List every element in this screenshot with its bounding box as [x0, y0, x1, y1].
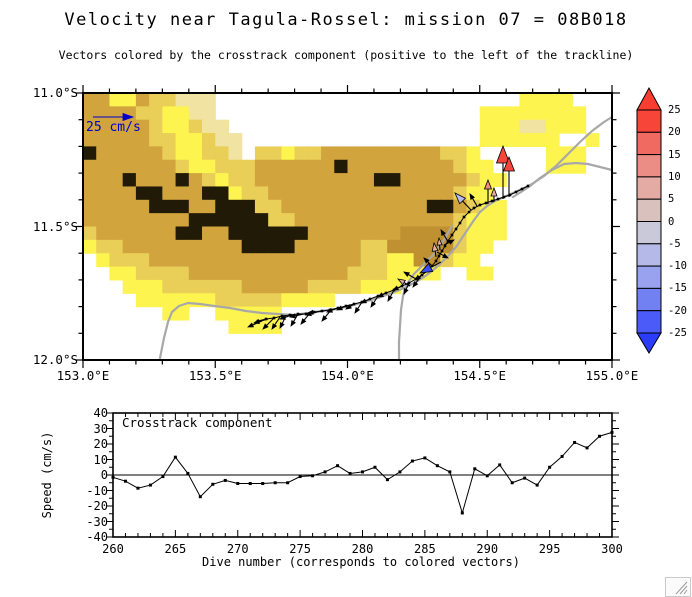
- chart-y-tick-label: -40: [86, 530, 108, 544]
- colorbar-tick-label: -20: [668, 304, 687, 317]
- chart-y-tick-label: -20: [86, 499, 108, 513]
- chart-x-axis-title: Dive number (corresponds to colored vect…: [202, 555, 520, 569]
- chart-x-tick-label: 270: [226, 542, 249, 556]
- chart-axes: [106, 412, 619, 538]
- colorbar-tick-label: -10: [668, 259, 687, 272]
- page-title: Velocity near Tagula-Rossel: mission 07 …: [64, 10, 628, 30]
- chart-y-tick-label: 30: [93, 421, 108, 436]
- chart-x-tick-label: 290: [476, 542, 499, 556]
- vector-scale-arrow: [93, 112, 135, 122]
- map-lon-tick-label: 154.5°E: [453, 368, 507, 383]
- chart-y-tick-label: 10: [93, 452, 108, 467]
- map-lon-tick-label: 155.0°E: [585, 368, 639, 383]
- resize-grip-icon[interactable]: [665, 577, 691, 597]
- chart-x-tick-label: 300: [601, 542, 623, 556]
- chart-y-tick-label: 20: [93, 437, 108, 451]
- chart-y-tick-label: 0: [100, 468, 108, 482]
- colorbar-tick-label: 10: [668, 170, 681, 183]
- chart-y-tick-label: 40: [93, 406, 108, 420]
- chart-y-tick-label: -10: [86, 483, 108, 498]
- colorbar-tick-label: 5: [668, 192, 675, 205]
- vector-scale-label: 25 cm/s: [86, 120, 141, 135]
- colorbar-tick-label: 20: [668, 126, 681, 139]
- colorbar: [636, 86, 662, 354]
- colorbar-tick-label: 25: [668, 103, 681, 116]
- colorbar-tick-label: -5: [668, 237, 681, 250]
- map-lat-tick-label: 11.5°S: [32, 218, 78, 234]
- map-axes: [75, 85, 620, 368]
- chart-x-tick-label: 260: [102, 542, 124, 556]
- map-lon-tick-label: 153.0°E: [56, 368, 110, 383]
- colorbar-tick-label: -25: [668, 326, 687, 339]
- colorbar-tick-label: -15: [668, 282, 687, 295]
- map-lat-tick-label: 12.0°S: [32, 351, 78, 367]
- chart-x-tick-label: 265: [164, 542, 187, 556]
- chart-x-tick-label: 295: [538, 542, 561, 556]
- colorbar-tick-label: 15: [668, 148, 681, 161]
- chart-series: [111, 430, 614, 515]
- map-lon-tick-label: 154.0°E: [321, 368, 374, 383]
- map-lat-tick-label: 11.0°S: [32, 84, 78, 100]
- map-lon-tick-label: 153.5°E: [188, 368, 242, 383]
- colorbar-tick-label: 0: [668, 215, 675, 228]
- chart-inner-title: Crosstrack component: [122, 415, 273, 430]
- chart-x-tick-label: 285: [414, 542, 436, 556]
- chart-y-tick-label: -30: [86, 514, 108, 529]
- page-subtitle: Vectors colored by the crosstrack compon…: [58, 48, 634, 62]
- chart-x-tick-label: 275: [289, 542, 311, 556]
- velocity-vectors: [247, 144, 516, 330]
- chart-x-tick-label: 280: [351, 542, 374, 556]
- bathymetry-grid: [83, 93, 600, 334]
